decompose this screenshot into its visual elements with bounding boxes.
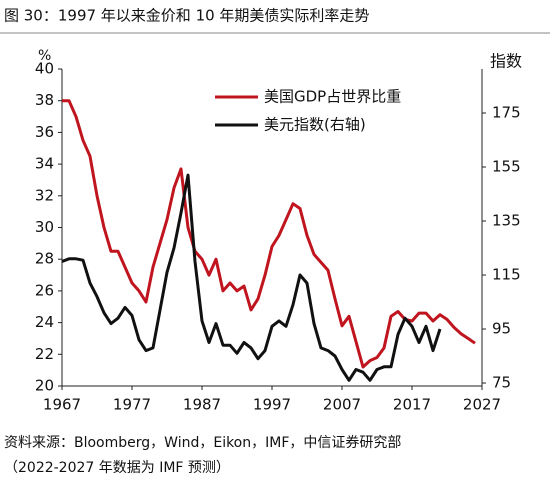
chart-title: 图 30：1997 年以来金价和 10 年期美债实际利率走势	[4, 7, 369, 25]
x-tick-label: 1987	[183, 396, 221, 414]
y-tick-label: 30	[35, 218, 54, 236]
note: （2022-2027 年数据为 IMF 预测）	[4, 460, 230, 476]
y-tick-label: 24	[35, 313, 54, 331]
y-tick-label: 32	[35, 186, 54, 204]
y2-tick-label: 155	[492, 158, 521, 176]
y-tick-label: 40	[35, 60, 54, 78]
y2-axis-label: 指数	[490, 52, 522, 71]
y-tick-label: 20	[35, 377, 54, 395]
y2-tick-label: 95	[492, 320, 511, 338]
y2-tick-label: 175	[492, 104, 521, 122]
y-tick-label: 36	[35, 123, 54, 141]
y-tick-label: 26	[35, 281, 54, 299]
x-tick-label: 1977	[113, 396, 151, 414]
x-tick-label: 1997	[253, 396, 291, 414]
y-tick-label: 28	[35, 250, 54, 268]
y-tick-label: 34	[35, 155, 54, 173]
y2-tick-label: 115	[492, 266, 521, 284]
legend-label: 美元指数(右轴)	[264, 116, 366, 134]
y2-tick-label: 135	[492, 212, 521, 230]
y-tick-label: 22	[35, 345, 54, 363]
y-tick-label: 38	[35, 91, 54, 109]
x-tick-label: 2027	[463, 396, 501, 414]
series-line	[61, 173, 442, 382]
y-axis-label: %	[38, 48, 51, 64]
x-tick-label: 2007	[323, 396, 361, 414]
x-tick-label: 1967	[43, 396, 81, 414]
legend-label: 美国GDP占世界比重	[264, 88, 401, 106]
y2-tick-label: 75	[492, 374, 511, 392]
source: 资料来源：Bloomberg，Wind，Eikon，IMF，中信证券研究部	[4, 435, 401, 451]
x-tick-label: 2017	[393, 396, 431, 414]
